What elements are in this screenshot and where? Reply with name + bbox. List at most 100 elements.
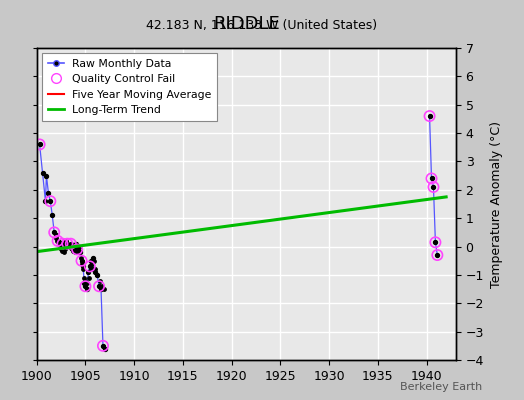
Point: [91, 266, 100, 272]
Point: [81, 283, 90, 290]
Point: [36, 141, 44, 148]
Point: [431, 239, 440, 246]
Point: [77, 255, 85, 261]
Point: [90, 266, 99, 272]
Point: [85, 263, 94, 270]
Point: [71, 249, 79, 256]
Point: [95, 277, 104, 284]
Point: [58, 248, 67, 254]
Y-axis label: Temperature Anomaly (°C): Temperature Anomaly (°C): [489, 120, 503, 288]
Point: [78, 260, 86, 267]
Point: [57, 246, 66, 252]
Point: [64, 242, 73, 248]
Point: [81, 277, 90, 284]
Point: [87, 258, 95, 264]
Point: [68, 246, 77, 252]
Point: [433, 252, 442, 258]
Point: [58, 240, 67, 247]
Point: [50, 229, 58, 236]
Point: [80, 274, 89, 281]
Point: [64, 242, 73, 248]
Point: [57, 242, 66, 248]
Point: [425, 113, 434, 119]
Point: [97, 286, 105, 292]
Title: RIDDLE: RIDDLE: [213, 14, 280, 32]
Point: [93, 272, 101, 278]
Point: [41, 198, 50, 204]
Point: [431, 239, 440, 246]
Point: [433, 252, 442, 258]
Point: [67, 240, 75, 247]
Legend: Raw Monthly Data, Quality Control Fail, Five Year Moving Average, Long-Term Tren: Raw Monthly Data, Quality Control Fail, …: [42, 54, 217, 120]
Point: [90, 258, 99, 264]
Point: [63, 240, 71, 247]
Point: [50, 229, 58, 236]
Point: [66, 243, 74, 250]
Point: [95, 283, 103, 290]
Point: [76, 249, 84, 256]
Point: [73, 246, 81, 252]
Point: [58, 240, 67, 247]
Point: [42, 172, 51, 179]
Point: [93, 272, 102, 278]
Point: [85, 263, 94, 270]
Point: [79, 263, 87, 270]
Point: [56, 243, 64, 250]
Point: [429, 184, 438, 190]
Point: [62, 239, 70, 246]
Point: [99, 343, 107, 349]
Point: [53, 238, 62, 244]
Point: [46, 198, 54, 204]
Point: [63, 240, 72, 247]
Point: [60, 249, 68, 256]
Point: [73, 246, 81, 252]
Point: [99, 343, 107, 349]
Point: [67, 245, 75, 251]
Point: [427, 175, 435, 182]
Point: [427, 175, 435, 182]
Point: [55, 239, 63, 246]
Point: [52, 235, 60, 241]
Point: [74, 246, 82, 252]
Point: [95, 283, 103, 290]
Point: [85, 274, 93, 281]
Point: [101, 346, 109, 352]
Point: [38, 170, 47, 176]
Text: 42.183 N, 116.133 W (United States): 42.183 N, 116.133 W (United States): [146, 20, 378, 32]
Point: [44, 190, 52, 196]
Point: [78, 258, 86, 264]
Point: [68, 243, 77, 250]
Point: [73, 243, 81, 250]
Point: [67, 240, 75, 247]
Point: [425, 113, 434, 119]
Point: [429, 184, 438, 190]
Point: [79, 266, 88, 272]
Point: [71, 240, 80, 247]
Point: [60, 238, 68, 244]
Point: [97, 283, 106, 290]
Point: [54, 240, 63, 247]
Point: [91, 269, 100, 275]
Point: [48, 212, 57, 218]
Point: [53, 238, 62, 244]
Point: [69, 248, 78, 254]
Text: Berkeley Earth: Berkeley Earth: [400, 382, 482, 392]
Point: [71, 240, 80, 247]
Point: [83, 286, 91, 292]
Point: [75, 249, 84, 256]
Point: [61, 246, 69, 252]
Point: [83, 280, 91, 287]
Point: [81, 283, 90, 290]
Point: [100, 286, 108, 292]
Point: [84, 269, 93, 275]
Point: [62, 238, 70, 244]
Point: [86, 266, 95, 272]
Point: [70, 246, 78, 252]
Point: [80, 280, 89, 287]
Point: [52, 232, 60, 238]
Point: [46, 198, 54, 204]
Point: [88, 260, 96, 267]
Point: [74, 243, 83, 250]
Point: [63, 240, 72, 247]
Point: [89, 255, 97, 261]
